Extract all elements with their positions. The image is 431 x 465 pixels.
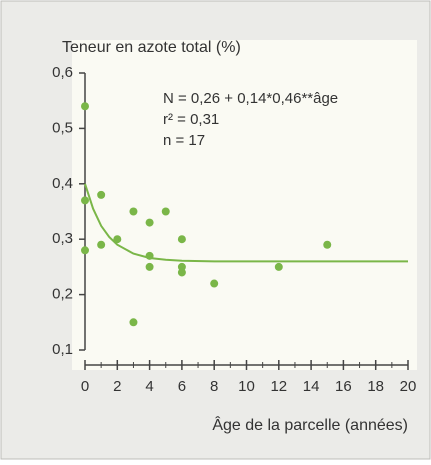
point — [145, 218, 154, 227]
x-tick-label: 20 — [400, 378, 417, 395]
y-tick-label: 0,5 — [52, 119, 73, 136]
x-tick-label: 2 — [113, 378, 121, 395]
x-tick-label: 12 — [270, 378, 287, 395]
y-tick-label: 0,2 — [52, 286, 73, 303]
point — [129, 207, 138, 216]
x-tick-label: 18 — [367, 378, 384, 395]
point — [177, 262, 186, 271]
x-tick-label: 0 — [81, 378, 89, 395]
y-axis-label: Teneur en azote total (%) — [62, 39, 241, 56]
x-tick-label: 8 — [210, 378, 218, 395]
y-tick-label: 0,1 — [52, 341, 73, 358]
point — [81, 246, 89, 255]
y-tick-label: 0,6 — [52, 64, 73, 81]
x-tick-label: 14 — [303, 378, 320, 395]
point — [161, 207, 170, 216]
point — [81, 102, 89, 111]
point — [323, 240, 332, 249]
annotation: N = 0,26 + 0,14*0,46**âge — [163, 90, 338, 107]
plot-area — [72, 40, 417, 370]
x-tick-label: 6 — [178, 378, 186, 395]
annotation: r² = 0,31 — [163, 111, 219, 128]
point — [145, 251, 154, 260]
point — [129, 318, 138, 327]
x-tick-label: 16 — [335, 378, 352, 395]
point — [274, 262, 283, 271]
y-tick-label: 0,4 — [52, 175, 73, 192]
point — [113, 235, 122, 244]
point — [210, 279, 219, 288]
point — [145, 262, 154, 271]
point — [97, 240, 106, 249]
y-tick-label: 0,3 — [52, 230, 73, 247]
point — [177, 268, 186, 277]
x-axis-label: Âge de la parcelle (années) — [212, 415, 408, 434]
x-tick-label: 10 — [238, 378, 255, 395]
point — [81, 196, 89, 205]
fit-curve — [84, 183, 408, 263]
point — [177, 235, 186, 244]
x-tick-label: 4 — [145, 378, 153, 395]
point — [97, 190, 106, 199]
annotation: n = 17 — [163, 132, 205, 149]
